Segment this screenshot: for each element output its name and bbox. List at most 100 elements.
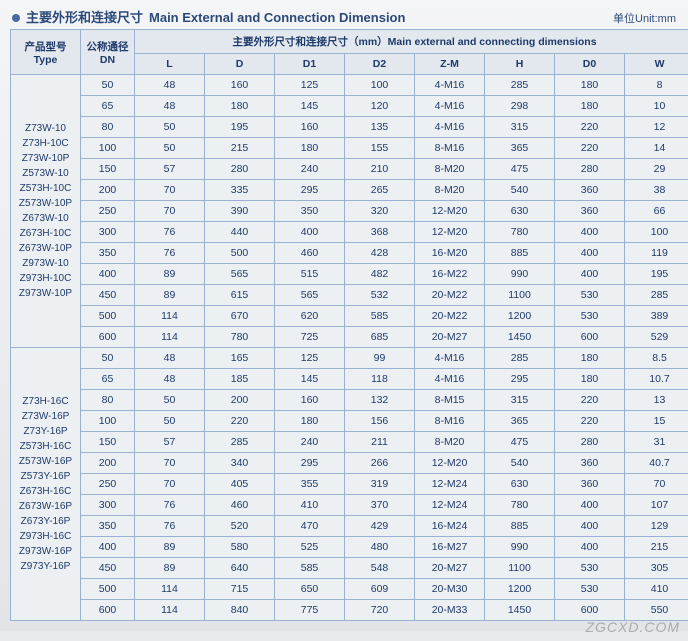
cell-dn: 250 bbox=[81, 474, 135, 495]
cell-D0: 530 bbox=[555, 579, 625, 600]
cell-D1: 160 bbox=[275, 117, 345, 138]
cell-dn: 450 bbox=[81, 285, 135, 306]
cell-D: 670 bbox=[205, 306, 275, 327]
type-code: Z673H-10C bbox=[13, 226, 78, 241]
cell-dn: 400 bbox=[81, 537, 135, 558]
cell-D: 615 bbox=[205, 285, 275, 306]
cell-H: 630 bbox=[485, 201, 555, 222]
cell-D1: 775 bbox=[275, 600, 345, 621]
cell-D1: 160 bbox=[275, 390, 345, 411]
cell-L: 114 bbox=[135, 579, 205, 600]
cell-L: 76 bbox=[135, 516, 205, 537]
cell-D0: 180 bbox=[555, 96, 625, 117]
table-row: 200703352952658-M2054036038 bbox=[11, 180, 688, 201]
cell-D0: 220 bbox=[555, 138, 625, 159]
cell-L: 50 bbox=[135, 411, 205, 432]
cell-D0: 400 bbox=[555, 537, 625, 558]
cell-H: 365 bbox=[485, 138, 555, 159]
cell-H: 1450 bbox=[485, 327, 555, 348]
page-title-row: 主要外形和连接尺寸 Main External and Connection D… bbox=[10, 6, 678, 29]
cell-D: 780 bbox=[205, 327, 275, 348]
cell-L: 48 bbox=[135, 348, 205, 369]
cell-D1: 410 bbox=[275, 495, 345, 516]
cell-D0: 220 bbox=[555, 117, 625, 138]
table-row: 4508964058554820-M271100530305 bbox=[11, 558, 688, 579]
cell-D2: 429 bbox=[345, 516, 415, 537]
title-cn: 主要外形和连接尺寸 bbox=[26, 7, 143, 26]
title-en: Main External and Connection Dimension bbox=[149, 10, 405, 25]
table-row: 4508961556553220-M221100530285 bbox=[11, 285, 688, 306]
cell-dn: 600 bbox=[81, 600, 135, 621]
cell-W: 107 bbox=[625, 495, 688, 516]
cell-D: 840 bbox=[205, 600, 275, 621]
cell-H: 1100 bbox=[485, 285, 555, 306]
cell-H: 1200 bbox=[485, 306, 555, 327]
cell-D1: 565 bbox=[275, 285, 345, 306]
type-code: Z73H-16C bbox=[13, 394, 78, 409]
cell-dn: 50 bbox=[81, 348, 135, 369]
cell-D0: 530 bbox=[555, 306, 625, 327]
cell-L: 70 bbox=[135, 453, 205, 474]
cell-ZM: 8-M20 bbox=[415, 180, 485, 201]
cell-D2: 266 bbox=[345, 453, 415, 474]
col-dn: 公称通径DN bbox=[81, 30, 135, 75]
col-L: L bbox=[135, 54, 205, 75]
cell-ZM: 8-M16 bbox=[415, 411, 485, 432]
cell-L: 48 bbox=[135, 96, 205, 117]
cell-D1: 145 bbox=[275, 96, 345, 117]
cell-D: 565 bbox=[205, 264, 275, 285]
type-code: Z73Y-16P bbox=[13, 424, 78, 439]
col-ZM: Z-M bbox=[415, 54, 485, 75]
type-code: Z973H-16C bbox=[13, 529, 78, 544]
cell-D1: 515 bbox=[275, 264, 345, 285]
cell-D2: 368 bbox=[345, 222, 415, 243]
cell-ZM: 8-M20 bbox=[415, 159, 485, 180]
cell-D0: 600 bbox=[555, 600, 625, 621]
cell-dn: 350 bbox=[81, 243, 135, 264]
cell-D0: 400 bbox=[555, 264, 625, 285]
watermark: ZGCXD.COM bbox=[585, 619, 680, 635]
cell-W: 12 bbox=[625, 117, 688, 138]
cell-D2: 156 bbox=[345, 411, 415, 432]
cell-W: 529 bbox=[625, 327, 688, 348]
cell-dn: 80 bbox=[81, 117, 135, 138]
cell-dn: 250 bbox=[81, 201, 135, 222]
table-row: Z73W-10Z73H-10CZ73W-10PZ573W-10Z573H-10C… bbox=[11, 75, 688, 96]
cell-dn: 65 bbox=[81, 369, 135, 390]
cell-dn: 500 bbox=[81, 579, 135, 600]
cell-W: 66 bbox=[625, 201, 688, 222]
cell-D0: 280 bbox=[555, 159, 625, 180]
cell-D: 280 bbox=[205, 159, 275, 180]
col-D: D bbox=[205, 54, 275, 75]
cell-D1: 350 bbox=[275, 201, 345, 222]
cell-W: 100 bbox=[625, 222, 688, 243]
cell-L: 89 bbox=[135, 285, 205, 306]
cell-ZM: 16-M20 bbox=[415, 243, 485, 264]
cell-D: 640 bbox=[205, 558, 275, 579]
cell-D2: 482 bbox=[345, 264, 415, 285]
type-code: Z573W-10 bbox=[13, 166, 78, 181]
cell-D2: 99 bbox=[345, 348, 415, 369]
cell-ZM: 16-M22 bbox=[415, 264, 485, 285]
cell-H: 1100 bbox=[485, 558, 555, 579]
cell-L: 114 bbox=[135, 327, 205, 348]
cell-ZM: 12-M24 bbox=[415, 495, 485, 516]
cell-D: 200 bbox=[205, 390, 275, 411]
cell-ZM: 12-M24 bbox=[415, 474, 485, 495]
cell-L: 70 bbox=[135, 474, 205, 495]
cell-D1: 620 bbox=[275, 306, 345, 327]
cell-ZM: 4-M16 bbox=[415, 369, 485, 390]
cell-D0: 180 bbox=[555, 369, 625, 390]
cell-D2: 135 bbox=[345, 117, 415, 138]
cell-L: 50 bbox=[135, 117, 205, 138]
cell-D1: 240 bbox=[275, 159, 345, 180]
col-type: 产品型号Type bbox=[11, 30, 81, 75]
table-row: 3507650046042816-M20885400119 bbox=[11, 243, 688, 264]
cell-D: 715 bbox=[205, 579, 275, 600]
cell-L: 70 bbox=[135, 201, 205, 222]
cell-W: 410 bbox=[625, 579, 688, 600]
cell-D2: 609 bbox=[345, 579, 415, 600]
cell-L: 76 bbox=[135, 222, 205, 243]
col-D0: D0 bbox=[555, 54, 625, 75]
table-row: Z73H-16CZ73W-16PZ73Y-16PZ573H-16CZ573W-1… bbox=[11, 348, 688, 369]
